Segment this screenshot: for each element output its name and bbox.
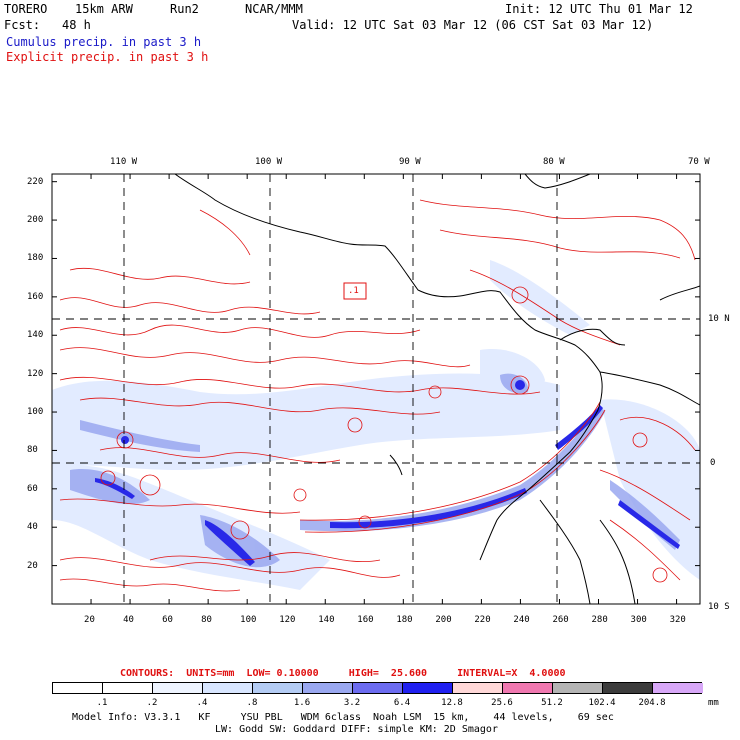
y-tick-label: 220 — [27, 176, 44, 187]
lon-label-70w: 70 W — [688, 157, 710, 167]
x-tick-label: 280 — [591, 615, 608, 625]
colorbar-label: .8 — [246, 698, 258, 708]
colorbar-swatch — [603, 683, 653, 693]
y-tick-label: 80 — [27, 445, 38, 456]
y-tick-label: 20 — [27, 560, 38, 571]
colorbar-label: 51.2 — [541, 698, 563, 708]
map-frame — [51, 173, 701, 605]
colorbar-label: 12.8 — [441, 698, 463, 708]
lon-label-80w: 80 W — [543, 157, 565, 167]
fcst-value: 48 h — [62, 18, 91, 32]
y-tick-label: 140 — [27, 330, 44, 341]
colorbar-label: 25.6 — [491, 698, 513, 708]
explicit-legend: Explicit precip. in past 3 h — [6, 50, 209, 64]
coastlines — [174, 174, 700, 604]
colorbar-swatch — [153, 683, 203, 693]
y-tick-label: 120 — [27, 368, 44, 379]
cumulus-legend: Cumulus precip. in past 3 h — [6, 35, 202, 49]
y-tick-label: 160 — [27, 291, 44, 302]
contour-label-text: .1 — [348, 286, 359, 296]
run-label: Run2 — [170, 2, 199, 16]
x-tick-label: 40 — [123, 615, 134, 625]
x-tick-label: 220 — [474, 615, 491, 625]
y-tick-label: 200 — [27, 215, 44, 226]
contour-info: CONTOURS: UNITS=mm LOW= 0.10000 HIGH= 25… — [120, 668, 566, 679]
colorbar-swatch — [53, 683, 103, 693]
lat-label-10n: 10 N — [708, 314, 730, 324]
lon-label-110w: 110 W — [110, 157, 138, 167]
y-tick-label: 40 — [27, 522, 38, 533]
colorbar-swatch — [253, 683, 303, 693]
colorbar-label: 6.4 — [393, 698, 411, 708]
x-tick-label: 200 — [435, 615, 452, 625]
cumulus-light-areas — [52, 260, 700, 590]
x-tick-label: 100 — [240, 615, 257, 625]
x-tick-label: 180 — [396, 615, 413, 625]
y-tick-label: 60 — [27, 483, 38, 494]
valid-time: Valid: 12 UTC Sat 03 Mar 12 (06 CST Sat … — [292, 18, 654, 32]
x-tick-label: 20 — [84, 615, 95, 625]
colorbar-label: .2 — [146, 698, 158, 708]
x-tick-label: 260 — [552, 615, 569, 625]
colorbar-label: .4 — [196, 698, 208, 708]
colorbar-swatch — [403, 683, 453, 693]
x-tick-label: 140 — [318, 615, 335, 625]
contour-label-box — [343, 282, 367, 300]
x-tick-label: 80 — [201, 615, 212, 625]
x-tick-label: 320 — [669, 615, 686, 625]
lon-label-100w: 100 W — [255, 157, 283, 167]
resolution-label: 15km ARW — [75, 2, 133, 16]
fcst-label: Fcst: — [4, 18, 41, 32]
lat-label-0: 0 — [710, 458, 716, 468]
colorbar-label: 204.8 — [638, 698, 666, 708]
x-tick-label: 300 — [630, 615, 647, 625]
model-info: Model Info: V3.3.1 KF YSU PBL WDM 6class… — [72, 712, 614, 723]
colorbar-label: 102.4 — [588, 698, 616, 708]
y-tick-label: 180 — [27, 253, 44, 264]
x-tick-label: 240 — [513, 615, 530, 625]
colorbar-swatch — [453, 683, 503, 693]
explicit-precip-contours — [59, 199, 696, 592]
precip-map — [51, 173, 701, 605]
colorbar — [52, 682, 703, 694]
colorbar-label: .1 — [96, 698, 108, 708]
y-tick-label: 100 — [27, 407, 44, 418]
lon-label-90w: 90 W — [399, 157, 421, 167]
latlon-grid — [52, 174, 700, 604]
org-label: NCAR/MMM — [245, 2, 303, 16]
x-tick-label: 120 — [279, 615, 296, 625]
model-name: TORERO — [4, 2, 48, 16]
colorbar-swatch — [303, 683, 353, 693]
physics-info: LW: Godd SW: Goddard DIFF: simple KM: 2D… — [215, 724, 498, 735]
x-tick-label: 60 — [162, 615, 173, 625]
colorbar-swatch — [503, 683, 553, 693]
x-tick-label: 160 — [357, 615, 374, 625]
axis-ticks — [52, 174, 700, 604]
colorbar-swatch — [653, 683, 703, 693]
lat-label-10s: 10 S — [708, 602, 730, 612]
colorbar-swatch — [103, 683, 153, 693]
colorbar-swatch — [553, 683, 603, 693]
colorbar-swatch — [353, 683, 403, 693]
colorbar-swatch — [203, 683, 253, 693]
colorbar-label: 3.2 — [343, 698, 361, 708]
init-time: Init: 12 UTC Thu 01 Mar 12 — [505, 2, 693, 16]
colorbar-label: 1.6 — [293, 698, 311, 708]
colorbar-units: mm — [708, 698, 719, 708]
